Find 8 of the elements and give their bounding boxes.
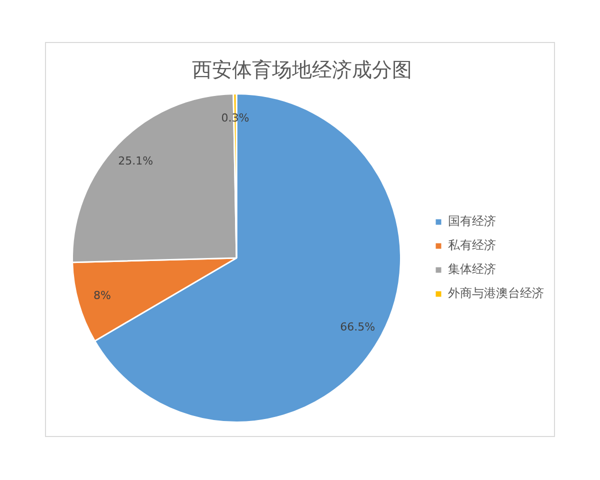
- data-label: 25.1%: [118, 154, 154, 168]
- legend-label: 国有经济: [448, 214, 496, 228]
- data-label: 66.5%: [340, 320, 376, 334]
- legend-label: 外商与港澳台经济: [448, 286, 544, 300]
- legend-label: 私有经济: [448, 238, 496, 252]
- chart-title: 西安体育场地经济成分图: [192, 58, 412, 82]
- data-label: 8%: [94, 289, 111, 302]
- legend-label: 集体经济: [448, 262, 496, 276]
